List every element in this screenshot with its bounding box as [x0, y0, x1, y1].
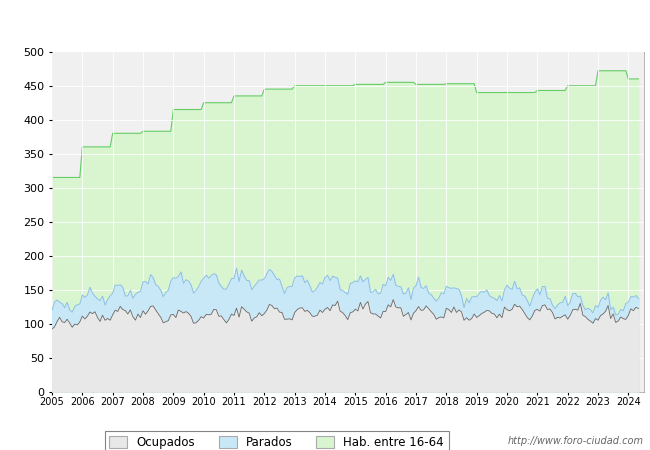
- Text: Siétamo - Evolucion de la poblacion en edad de Trabajar Mayo de 2024: Siétamo - Evolucion de la poblacion en e…: [88, 17, 562, 30]
- Text: http://www.foro-ciudad.com: http://www.foro-ciudad.com: [508, 436, 644, 446]
- Legend: Ocupados, Parados, Hab. entre 16-64: Ocupados, Parados, Hab. entre 16-64: [105, 432, 449, 450]
